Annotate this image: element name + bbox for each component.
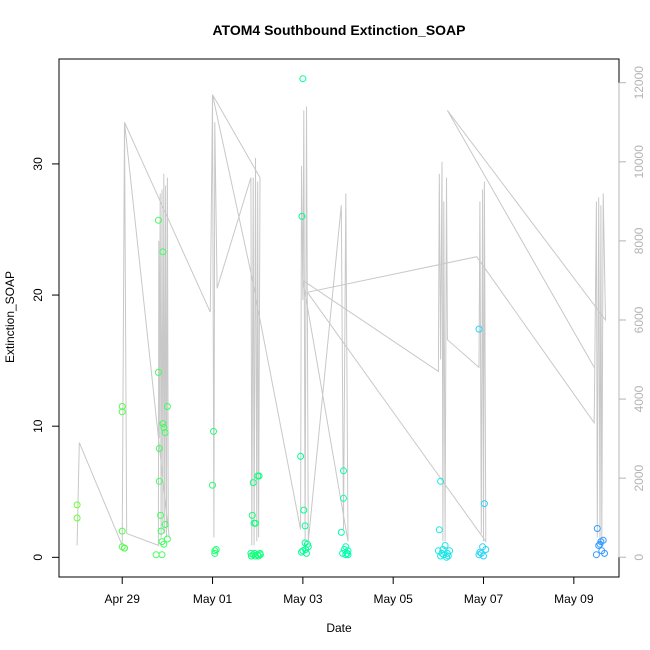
- data-point: [482, 546, 490, 553]
- y2-tick-label: 2000: [632, 464, 646, 491]
- data-point: [337, 528, 345, 536]
- y-tick-label: 10: [31, 419, 45, 433]
- data-point: [159, 248, 167, 256]
- data-point: [344, 547, 352, 555]
- data-point: [211, 547, 219, 555]
- y2-tick-label: 12000: [632, 66, 646, 100]
- y-axis-right: 0 2000 4000 6000 8000 10000 12000: [618, 66, 646, 561]
- y-axis-label: Extinction_SOAP: [3, 271, 17, 363]
- series-line: [76, 94, 607, 547]
- data-point: [160, 424, 168, 431]
- data-point: [118, 403, 126, 410]
- y2-tick-label: 8000: [632, 227, 646, 254]
- data-point: [476, 548, 484, 556]
- y-tick-label: 30: [31, 157, 45, 171]
- data-point: [595, 542, 603, 549]
- data-point: [159, 420, 167, 428]
- data-point: [441, 542, 449, 549]
- data-point: [255, 472, 263, 480]
- data-point: [248, 511, 256, 519]
- data-point: [157, 511, 165, 519]
- data-point: [210, 427, 217, 435]
- x-tick-label: May 03: [283, 592, 323, 606]
- y-axis-left: 0 10 20 30: [31, 157, 60, 561]
- data-point: [118, 527, 126, 535]
- y2-tick-label: 0: [632, 554, 646, 561]
- data-point: [209, 481, 216, 489]
- data-point: [480, 552, 487, 560]
- x-tick-label: May 01: [193, 592, 233, 606]
- data-point: [444, 552, 452, 560]
- data-point: [256, 551, 264, 559]
- data-point: [592, 551, 600, 559]
- data-point: [340, 494, 347, 502]
- data-point: [298, 212, 306, 220]
- data-point: [599, 536, 607, 544]
- y2-tick-label: 4000: [632, 385, 646, 412]
- data-point: [73, 501, 81, 509]
- right-axis-line-series: [76, 94, 607, 547]
- data-point: [342, 551, 350, 559]
- data-point: [443, 553, 450, 561]
- data-point: [342, 543, 350, 551]
- data-point: [158, 551, 166, 559]
- data-point: [446, 547, 454, 555]
- data-point: [601, 549, 608, 557]
- data-point: [155, 477, 163, 485]
- data-point: [480, 500, 488, 508]
- data-point: [303, 549, 310, 557]
- data-point: [163, 535, 171, 543]
- data-point: [344, 551, 352, 559]
- data-point: [340, 467, 347, 475]
- data-point: [121, 544, 128, 552]
- data-point: [297, 452, 305, 460]
- data-point: [211, 549, 219, 557]
- data-point: [299, 75, 307, 83]
- data-point: [73, 514, 81, 522]
- x-tick-label: May 05: [374, 592, 414, 606]
- data-point: [593, 525, 601, 532]
- y-tick-label: 20: [31, 288, 45, 302]
- x-tick-label: May 09: [554, 592, 594, 606]
- x-axis-label: Date: [326, 621, 352, 635]
- data-point: [435, 526, 443, 534]
- data-point: [118, 408, 126, 416]
- data-point: [438, 549, 446, 557]
- point-series: [73, 75, 608, 561]
- y2-tick-label: 6000: [632, 306, 646, 333]
- data-point: [439, 546, 447, 553]
- data-point: [475, 325, 483, 333]
- data-point: [252, 519, 259, 527]
- x-tick-label: Apr 29: [105, 592, 141, 606]
- data-point: [163, 403, 171, 410]
- x-axis: Apr 29 May 01 May 03 May 05 May 07 May 09: [105, 576, 594, 606]
- data-point: [154, 216, 162, 224]
- chart-title: ATOM4 Southbound Extinction_SOAP: [212, 22, 465, 38]
- data-point: [437, 477, 445, 485]
- data-point: [161, 429, 169, 437]
- data-point: [154, 368, 162, 376]
- y2-tick-label: 10000: [632, 145, 646, 179]
- data-point: [212, 546, 220, 553]
- data-point: [157, 527, 165, 535]
- data-point: [155, 445, 163, 452]
- x-tick-label: May 07: [464, 592, 504, 606]
- data-point: [301, 522, 309, 530]
- data-point: [161, 521, 169, 528]
- y-tick-label: 0: [31, 554, 45, 561]
- data-point: [160, 540, 168, 548]
- data-point: [300, 506, 308, 514]
- data-point: [304, 543, 312, 551]
- data-point: [249, 479, 257, 487]
